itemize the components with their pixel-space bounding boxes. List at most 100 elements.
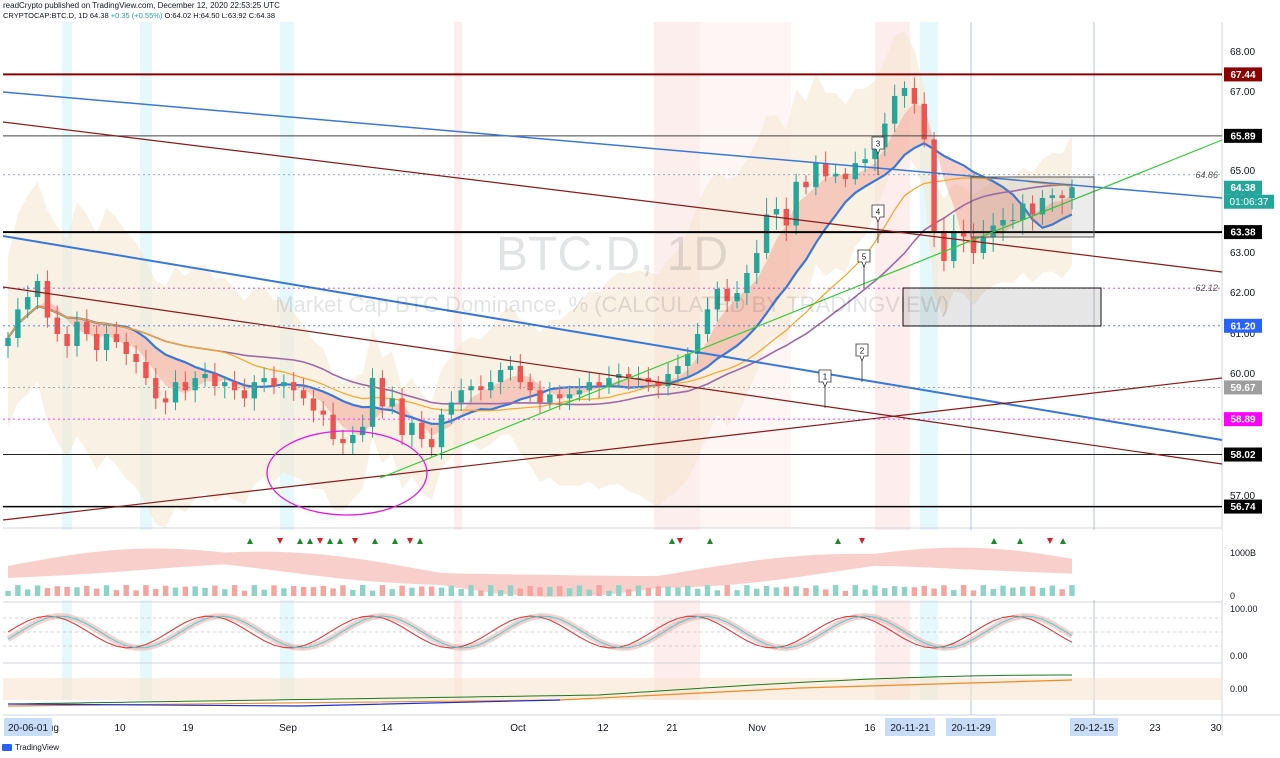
publisher-line: readCrypto published on TradingView.com,… — [3, 1, 280, 10]
annotation-marker — [818, 369, 832, 389]
volume-bar — [369, 590, 376, 596]
candle-body — [133, 354, 139, 362]
volume-bar — [143, 585, 149, 596]
candle-body — [852, 163, 858, 180]
candle-body — [763, 214, 770, 253]
volume-axis-tick: 0 — [1230, 591, 1235, 601]
volume-bar — [527, 585, 533, 596]
volume-bar — [1069, 585, 1075, 596]
candle-body — [497, 370, 504, 383]
signal-arrow — [317, 538, 323, 544]
volume-bar — [340, 585, 346, 596]
candle-body — [744, 273, 750, 293]
oscillator-signal-line — [7, 615, 1073, 649]
candle-body — [113, 334, 120, 342]
descending-trendline-upper — [2, 91, 1223, 199]
envelope-band — [8, 30, 1072, 528]
candle-body — [685, 354, 691, 366]
annotation-marker — [871, 204, 885, 224]
volume-bar — [675, 587, 681, 596]
tradingview-logo: TradingView — [2, 743, 59, 752]
y-axis-tick: 61.00 — [1230, 329, 1255, 340]
candle-body — [566, 394, 573, 399]
annotation-marker — [871, 136, 885, 156]
volume-bar — [399, 585, 405, 596]
candle-body — [44, 281, 51, 318]
x-axis-tick: 30 — [1210, 723, 1222, 734]
candle-body — [212, 374, 218, 387]
volume-bar — [714, 590, 721, 596]
volume-bar — [74, 587, 80, 596]
candle-body — [438, 414, 445, 448]
candle-body — [1059, 195, 1065, 198]
x-axis-tick: 19 — [182, 723, 194, 734]
countdown-text: 01:06:37 — [1230, 197, 1269, 208]
volume-bar — [113, 590, 120, 596]
x-axis-tick: 10 — [114, 723, 126, 734]
price-label-box — [1224, 447, 1262, 462]
signal-arrow — [1060, 538, 1066, 544]
ascending-trendline-green — [379, 139, 1223, 479]
candle-body — [34, 281, 41, 298]
oscillator-axis-tick: 0.00 — [1230, 651, 1248, 661]
candle-body — [488, 382, 494, 391]
candle-body — [468, 386, 474, 391]
y-axis-tick: 60.00 — [1230, 369, 1255, 380]
x-axis-highlight — [885, 718, 935, 736]
x-axis-tick: 12 — [597, 723, 609, 734]
volume-bar — [655, 586, 661, 596]
volume-bar — [901, 586, 908, 596]
candle-body — [931, 139, 937, 231]
candle-body — [103, 334, 110, 350]
volume-bar — [182, 586, 189, 596]
volume-bar — [103, 585, 110, 596]
volume-bar — [911, 587, 918, 596]
candle-body — [1020, 203, 1026, 220]
annotation-label: 1 — [823, 373, 828, 382]
volume-bar — [872, 585, 878, 596]
volume-bar — [438, 587, 445, 596]
x-axis-tick: 14 — [381, 723, 393, 734]
candle-body — [507, 366, 514, 370]
y-axis-tick: 65.00 — [1230, 166, 1255, 177]
countdown-box — [1224, 194, 1274, 209]
tradingview-mark-icon — [2, 744, 12, 751]
volume-bar — [468, 585, 474, 596]
volume-bar — [192, 586, 198, 596]
volume-cloud — [8, 547, 1072, 597]
volume-bar — [24, 589, 31, 596]
watermark-description: Market Cap BTC Dominance, % (CALCULATED … — [275, 292, 949, 317]
volume-bar — [891, 586, 898, 596]
candle-body — [596, 382, 602, 387]
y-axis-tick: 57.00 — [1230, 491, 1255, 502]
candle-body — [192, 378, 198, 391]
descending-trendline-lower — [2, 235, 1223, 441]
x-axis-highlight — [4, 718, 52, 736]
volume-bar — [921, 585, 927, 596]
volume-bar — [320, 585, 326, 596]
ascending-support-line — [2, 377, 1223, 521]
bottom-circle — [266, 430, 428, 516]
price-label-box — [1224, 380, 1262, 395]
volume-bar — [123, 585, 129, 596]
x-axis-highlight — [1070, 718, 1118, 736]
signal-arrow — [991, 538, 997, 544]
candle-body — [241, 390, 248, 399]
oscillator-axis-tick: 100.00 — [1230, 604, 1258, 614]
volume-bar — [379, 585, 386, 596]
volume-bar — [84, 585, 90, 596]
candle-body — [665, 374, 671, 387]
volume-bar — [419, 586, 425, 596]
candle-body — [448, 402, 455, 415]
price-label-box — [1224, 412, 1262, 427]
volume-bar — [488, 585, 494, 596]
price-label-text: 59.67 — [1230, 383, 1255, 394]
volume-bar — [734, 590, 740, 596]
candle-body — [951, 231, 957, 261]
candle-body — [84, 321, 90, 334]
signal-arrow — [392, 538, 398, 544]
candle-body — [921, 103, 927, 140]
candle-body — [842, 173, 849, 180]
candle-body — [645, 378, 652, 383]
